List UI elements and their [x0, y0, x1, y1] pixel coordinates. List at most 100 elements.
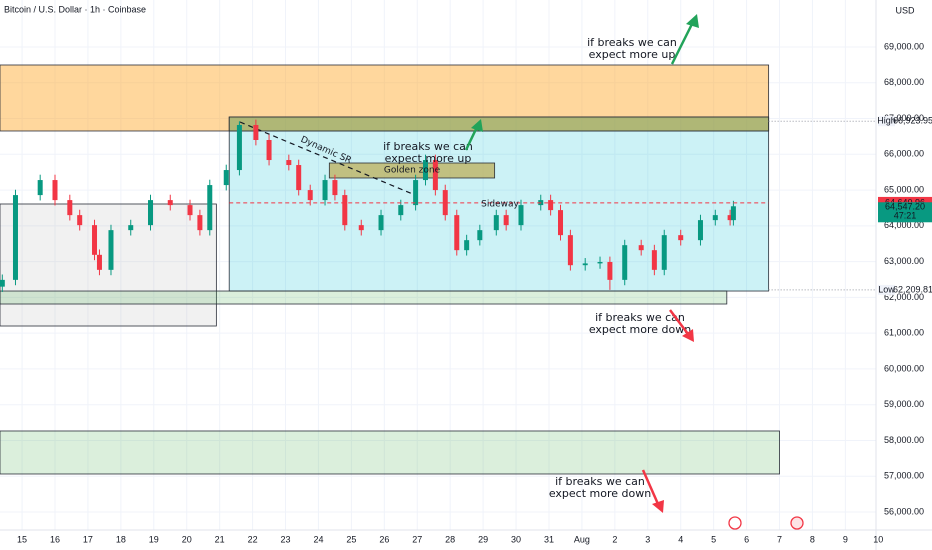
y-tick-label: 59,000.00 [884, 399, 924, 409]
x-tick-label: 2 [612, 534, 617, 544]
x-tick-label: 31 [544, 534, 554, 544]
candle-body [296, 165, 302, 191]
candle-body [67, 200, 73, 216]
candle-body [322, 180, 328, 201]
candle-body [638, 245, 644, 251]
candle-body [398, 205, 404, 216]
zone [0, 64, 770, 132]
candle-body [223, 170, 229, 186]
zone [0, 290, 728, 305]
candle-body [503, 215, 509, 226]
y-tick-label: 69,000.00 [884, 41, 924, 51]
y-tick-label: 57,000.00 [884, 471, 924, 481]
countdown: 47:21 [894, 211, 917, 221]
candle-body [37, 180, 43, 196]
candle-body [236, 124, 242, 171]
x-tick-label: 21 [215, 534, 225, 544]
x-tick-label: 7 [777, 534, 782, 544]
candle-body [548, 200, 554, 211]
arrow-up [670, 21, 695, 65]
candle-body [477, 230, 483, 241]
candle-body [108, 230, 114, 270]
x-tick-label: Aug [574, 534, 590, 544]
candle-body [567, 235, 573, 266]
price-label: 62,209.81 [893, 284, 932, 294]
grid [0, 0, 879, 530]
time-axis [0, 530, 932, 550]
candle-body [358, 225, 364, 231]
event-icon[interactable] [790, 516, 804, 530]
y-tick-label: 56,000.00 [884, 506, 924, 516]
x-tick-label: 3 [645, 534, 650, 544]
price-label: 66,923.95 [893, 116, 932, 126]
y-tick-label: 68,000.00 [884, 77, 924, 87]
candle-body [432, 160, 438, 191]
x-tick-label: 28 [445, 534, 455, 544]
arrow-up [464, 126, 479, 151]
candle-body [92, 225, 98, 255]
annotation: expect more up [589, 48, 676, 61]
x-tick-label: 30 [511, 534, 521, 544]
y-tick-label: 66,000.00 [884, 149, 924, 159]
candle-body [597, 261, 603, 264]
x-tick-label: 29 [478, 534, 488, 544]
annotation: expect more down [589, 323, 691, 336]
candle-body [96, 254, 102, 270]
x-tick-label: 23 [281, 534, 291, 544]
candle-body [286, 160, 292, 166]
candle-body [266, 140, 272, 161]
y-tick-label: 60,000.00 [884, 363, 924, 373]
arrows [464, 14, 699, 513]
y-tick-label: 64,000.00 [884, 220, 924, 230]
zones [0, 64, 780, 475]
candle-body [651, 250, 657, 270]
event-icon[interactable] [728, 516, 742, 530]
candle-body [678, 235, 684, 241]
candle-body [727, 215, 733, 221]
candle-body [77, 215, 83, 226]
candle-body [413, 180, 419, 206]
close-price-box [878, 202, 932, 223]
chart-title: Bitcoin / U.S. Dollar · 1h · Coinbase [4, 4, 146, 14]
candle-body [52, 180, 58, 201]
arrow-down [641, 469, 660, 505]
drawing-label: Golden zone [384, 166, 441, 176]
price-tag: High [877, 116, 896, 126]
x-tick-label: 8 [810, 534, 815, 544]
candle-body [582, 263, 588, 266]
x-tick-label: 27 [412, 534, 422, 544]
drawing-label: Sideway [481, 200, 519, 210]
x-tick-label: 19 [149, 534, 159, 544]
candle-body [661, 235, 667, 270]
candle-body [442, 190, 448, 216]
tag-box [878, 284, 895, 295]
y-tick-label: 62,000.00 [884, 292, 924, 302]
x-tick-label: 5 [711, 534, 716, 544]
y-tick-label: 65,000.00 [884, 184, 924, 194]
close-price-label: 64,547.20 [885, 202, 925, 212]
zone [228, 116, 770, 132]
candles [0, 119, 736, 293]
annotation: if breaks we can [555, 475, 645, 488]
zone [228, 116, 770, 292]
candle-body [464, 240, 470, 251]
annotation: expect more down [549, 487, 651, 500]
candle-body [558, 210, 564, 236]
y-tick-label: 67,000.00 [884, 113, 924, 123]
axes: 56,000.00 57,000.00 58,000.00 59,000.00 60,0… [17, 41, 932, 544]
candle-body [518, 205, 524, 226]
x-tick-label: 10 [873, 534, 883, 544]
annotation: if breaks we can [383, 140, 473, 153]
tag-box [878, 116, 895, 127]
annotation: expect more up [385, 152, 472, 165]
candle-body [128, 225, 134, 231]
x-tick-label: 24 [313, 534, 323, 544]
candle-body [622, 245, 628, 280]
candle-body [712, 215, 718, 221]
x-tick-label: 18 [116, 534, 126, 544]
price-axis [876, 0, 932, 550]
annotation: if breaks we can [587, 36, 677, 49]
annotation: if breaks we can [595, 311, 685, 324]
